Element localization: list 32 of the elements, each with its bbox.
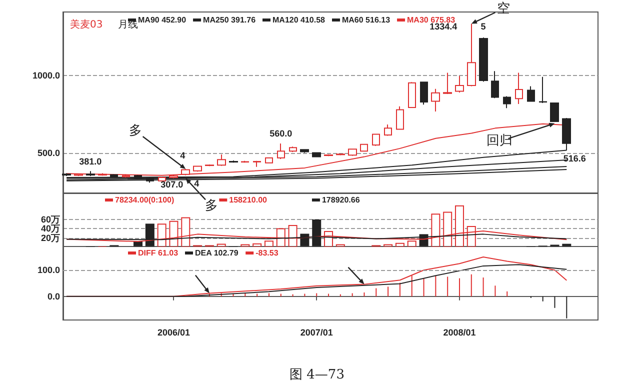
annotation: 4 (194, 178, 200, 189)
legend-label: 178920.66 (322, 196, 360, 204)
annotation: 多 (205, 198, 218, 214)
legend-label: DIFF 61.03 (138, 248, 179, 258)
x-tick-label: 2006/01 (157, 328, 190, 338)
legend-label: MA120 410.58 (272, 16, 326, 24)
text: 美麦03 (70, 18, 103, 30)
caption: 图 4—73 (290, 368, 344, 383)
legend-label: MA60 516.13 (342, 16, 391, 24)
legend-label: -83.53 (256, 248, 279, 258)
y-tick-label: 20万 (40, 232, 60, 243)
y-tick-label: 0.0 (47, 291, 60, 302)
legend-label: 158210.00 (229, 196, 268, 204)
legend-label: MA250 391.76 (203, 16, 256, 24)
annotation: 516.6 (563, 154, 586, 164)
legend-label: MA90 452.90 (138, 16, 187, 24)
annotation: 5 (480, 22, 486, 32)
annotation: 回归 (486, 134, 513, 149)
y-tick-label: 500.0 (37, 148, 60, 158)
y-tick-label: 1000.0 (32, 70, 60, 80)
legend-label: 78234.00(0:100) (115, 196, 174, 204)
annotation: 307.0 (160, 179, 184, 190)
y-tick-label: 40万 (40, 224, 60, 234)
annotation: 4 (180, 150, 186, 161)
annotation: 381.0 (79, 156, 102, 167)
y-tick-label: 100.0 (37, 265, 60, 276)
y-tick-label: 60万 (40, 214, 60, 225)
x-tick-label: 2007/01 (300, 328, 333, 338)
annotation: 多 (129, 124, 142, 139)
legend-label: DEA 102.79 (195, 248, 239, 258)
annotation: 560.0 (270, 128, 292, 139)
x-tick-label: 2008/01 (443, 328, 476, 338)
